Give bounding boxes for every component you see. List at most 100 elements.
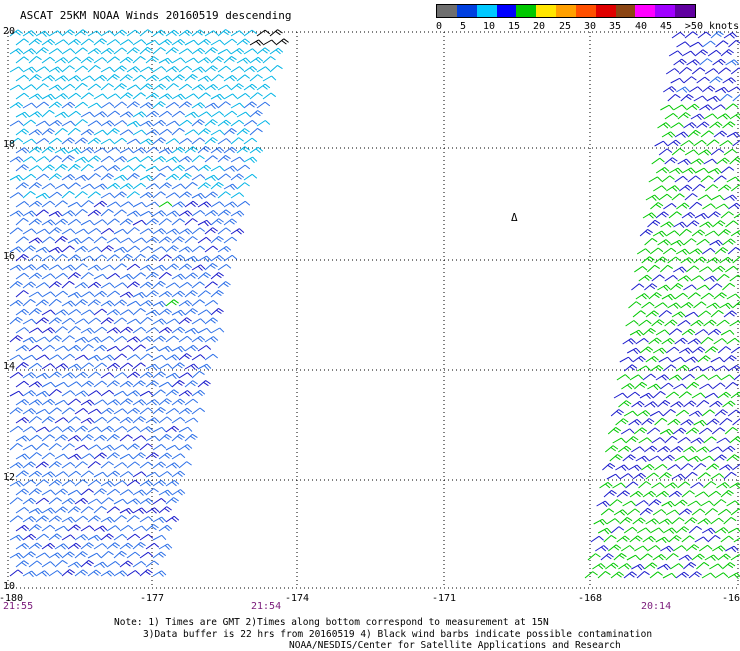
- wind-barb: [257, 30, 270, 36]
- wind-barb: [16, 273, 29, 279]
- wind-barb: [224, 184, 237, 190]
- wind-barb: [697, 122, 710, 128]
- wind-barb: [620, 357, 633, 362]
- wind-barb: [68, 292, 81, 298]
- wind-barb: [179, 247, 192, 253]
- wind-barb: [224, 255, 237, 261]
- wind-barb: [224, 56, 237, 63]
- wind-barb: [645, 402, 658, 408]
- wind-barb: [639, 275, 652, 281]
- wind-barb: [153, 444, 166, 450]
- wind-barb: [634, 266, 647, 272]
- wind-barb: [146, 453, 159, 459]
- wind-barb: [675, 132, 688, 138]
- wind-barb: [720, 418, 733, 425]
- wind-barb: [257, 102, 270, 108]
- wind-barb: [198, 273, 211, 280]
- wind-barb: [81, 435, 94, 442]
- wind-barb: [68, 364, 81, 370]
- wind-barb: [101, 67, 114, 72]
- wind-barb: [68, 309, 81, 315]
- wind-barb: [688, 456, 701, 462]
- wind-barb: [107, 238, 120, 243]
- wind-barb: [23, 427, 36, 432]
- wind-barb: [710, 401, 723, 407]
- wind-barb: [703, 41, 716, 47]
- wind-barb: [668, 419, 681, 425]
- wind-barb: [81, 273, 94, 280]
- wind-barb: [75, 426, 88, 432]
- wind-barb: [153, 265, 166, 271]
- wind-barb: [172, 399, 185, 405]
- wind-barb: [643, 374, 656, 380]
- wind-barb: [669, 212, 682, 218]
- wind-barb: [68, 562, 81, 568]
- wind-barb: [671, 123, 684, 128]
- wind-barb: [695, 168, 708, 173]
- wind-barb: [10, 426, 23, 432]
- wind-barb: [725, 382, 738, 389]
- wind-barb: [127, 211, 140, 217]
- wind-barb: [75, 372, 88, 378]
- wind-barb: [49, 211, 62, 217]
- wind-barb: [696, 285, 709, 290]
- wind-barb: [691, 438, 704, 444]
- wind-barb: [146, 381, 159, 387]
- wind-barb: [172, 237, 185, 243]
- wind-barb: [678, 437, 691, 443]
- wind-barb: [705, 509, 718, 516]
- wind-barb: [81, 237, 94, 243]
- wind-barb: [153, 67, 166, 73]
- wind-barb: [699, 384, 712, 389]
- wind-barb: [120, 525, 133, 531]
- wind-barb: [127, 282, 140, 288]
- wind-barb: [23, 211, 36, 217]
- wind-barb: [218, 282, 231, 289]
- wind-barb: [133, 130, 146, 135]
- wind-barb: [10, 553, 23, 559]
- wind-barb: [29, 435, 42, 441]
- wind-barb: [731, 231, 740, 237]
- wind-barb: [605, 563, 618, 569]
- wind-barb: [75, 462, 88, 468]
- wind-barb: [133, 93, 146, 99]
- wind-barb: [615, 465, 628, 471]
- wind-barb: [153, 138, 166, 144]
- wind-barb: [682, 51, 695, 56]
- wind-barb: [88, 318, 101, 324]
- wind-barb: [75, 391, 88, 397]
- wind-barb: [23, 552, 36, 558]
- wind-barb: [691, 114, 704, 120]
- wind-barb: [656, 491, 669, 497]
- wind-barb: [685, 150, 698, 155]
- wind-barb: [205, 31, 218, 36]
- wind-barb: [704, 159, 717, 164]
- wind-barb: [711, 518, 724, 524]
- wind-barb: [94, 526, 107, 532]
- wind-barb: [630, 330, 643, 336]
- wind-barb: [684, 401, 697, 407]
- wind-barb: [185, 130, 198, 135]
- wind-barb: [660, 429, 673, 435]
- wind-barb: [731, 347, 740, 353]
- wind-barb: [133, 220, 146, 225]
- wind-barb: [159, 346, 172, 352]
- wind-barb: [75, 283, 88, 289]
- wind-barb: [211, 40, 224, 45]
- lat-label: 20: [3, 26, 15, 37]
- wind-barb: [660, 383, 673, 389]
- wind-barb: [686, 382, 699, 389]
- wind-barb: [81, 129, 94, 135]
- wind-barb: [250, 57, 263, 63]
- wind-barb: [133, 148, 146, 154]
- wind-barb: [611, 572, 624, 578]
- wind-barb: [733, 140, 740, 146]
- wind-barb: [613, 483, 626, 488]
- wind-barb: [10, 175, 23, 181]
- wind-barb: [36, 264, 49, 270]
- wind-barb: [198, 310, 211, 315]
- wind-barb: [731, 392, 740, 398]
- wind-barb: [237, 147, 250, 153]
- wind-barb: [685, 357, 698, 363]
- wind-barb: [263, 57, 276, 64]
